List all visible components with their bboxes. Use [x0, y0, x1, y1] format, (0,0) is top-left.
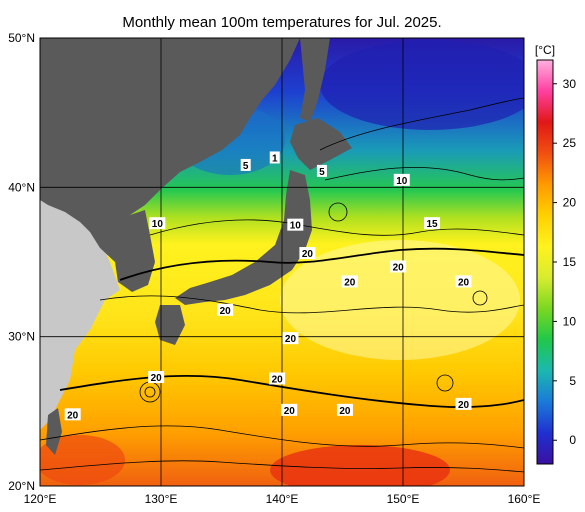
- isotherm-label-bg: [148, 370, 165, 383]
- isotherm-label: 10: [290, 221, 302, 232]
- land-honshu: [175, 170, 312, 305]
- isotherm-label: 5: [319, 167, 325, 178]
- isotherm-label-bg: [390, 260, 407, 273]
- isotherm-label-bg: [269, 151, 280, 164]
- lon-tick-label: 120°E: [24, 492, 57, 506]
- colorbar-gradient: [536, 59, 554, 465]
- isotherm-label-bg: [424, 217, 441, 230]
- land-sakhalin: [300, 38, 330, 122]
- isotherm-label-bg: [217, 303, 234, 316]
- lon-tick-label: 140°E: [266, 492, 299, 506]
- isotherm-label: 15: [426, 219, 438, 230]
- isotherm-label: 5: [243, 161, 249, 172]
- lat-tick-label: 30°N: [8, 330, 35, 344]
- isotherm-label: 1: [272, 153, 278, 164]
- map-frame: [39, 37, 525, 487]
- isotherm-label-bg: [64, 408, 81, 421]
- colorbar-tick-label: 30: [563, 77, 577, 91]
- isotherm-label-bg: [149, 217, 166, 230]
- cold-patch: [320, 40, 524, 130]
- isotherm-label-bg: [336, 403, 353, 416]
- isotherm-label: 10: [152, 219, 164, 230]
- isotherm-label: 20: [458, 277, 470, 288]
- colorbar: [°C] 30 25 20 15 10 5 0: [535, 43, 576, 465]
- land-continent: [40, 38, 300, 262]
- isotherm-label: 10: [396, 176, 408, 187]
- lon-tick-label: 130°E: [145, 492, 178, 506]
- isotherm-label-bg: [455, 275, 472, 288]
- isotherm-label-bg: [282, 332, 299, 345]
- isotherm-label: 20: [151, 373, 163, 384]
- colorbar-ticks: 30 25 20 15 10 5 0: [553, 77, 576, 447]
- isotherm-label-bg: [240, 158, 251, 171]
- isotherm-label: 20: [284, 406, 296, 417]
- isotherm-lines: [40, 97, 524, 473]
- isotherm-label-bg: [393, 173, 410, 186]
- lat-tick-label: 20°N: [8, 479, 35, 493]
- isotherm-label: 20: [458, 400, 470, 411]
- isotherm-label: 20: [344, 277, 356, 288]
- axis-labels: 120°E 130°E 140°E 150°E 160°E 50°N 40°N 30°N 20°…: [8, 31, 540, 506]
- isotherm-label: 20: [272, 374, 284, 385]
- land-hokkaido: [290, 118, 352, 170]
- lat-tick-label: 50°N: [8, 31, 35, 45]
- lon-tick-label: 150°E: [387, 492, 420, 506]
- colorbar-unit: [°C]: [535, 43, 555, 57]
- lat-tick-label: 40°N: [8, 180, 35, 194]
- isotherm-label-bg: [281, 403, 298, 416]
- isotherm-label: 20: [339, 406, 351, 417]
- isotherm-label: 20: [67, 410, 79, 421]
- colorbar-tick-label: 5: [569, 374, 576, 388]
- lon-tick-label: 160°E: [508, 492, 541, 506]
- isotherm-label: 20: [393, 262, 405, 273]
- colorbar-tick-label: 0: [569, 433, 576, 447]
- isotherm-label-bg: [341, 275, 358, 288]
- isotherm-label-bg: [455, 397, 472, 410]
- isotherm-label-bg: [316, 164, 327, 177]
- colorbar-tick-label: 15: [563, 255, 577, 269]
- warm-patch: [280, 240, 520, 360]
- land-taiwan: [46, 408, 62, 455]
- isotherm-label-bg: [269, 372, 286, 385]
- isotherm-label-bg: [299, 247, 316, 260]
- land-kyushu: [155, 305, 185, 345]
- isotherm-label: 20: [302, 249, 314, 260]
- colorbar-tick-label: 10: [563, 314, 577, 328]
- land-outside-region: [40, 200, 120, 430]
- colorbar-tick-label: 20: [563, 196, 577, 210]
- isotherm-label: 20: [220, 306, 232, 317]
- isotherm-label: 20: [285, 334, 297, 345]
- map-title: Monthly mean 100m temperatures for Jul. …: [122, 14, 441, 31]
- colorbar-tick-label: 25: [563, 136, 577, 150]
- warm-patch: [270, 445, 450, 486]
- warm-patch: [40, 435, 125, 485]
- isotherm-label-bg: [287, 218, 304, 231]
